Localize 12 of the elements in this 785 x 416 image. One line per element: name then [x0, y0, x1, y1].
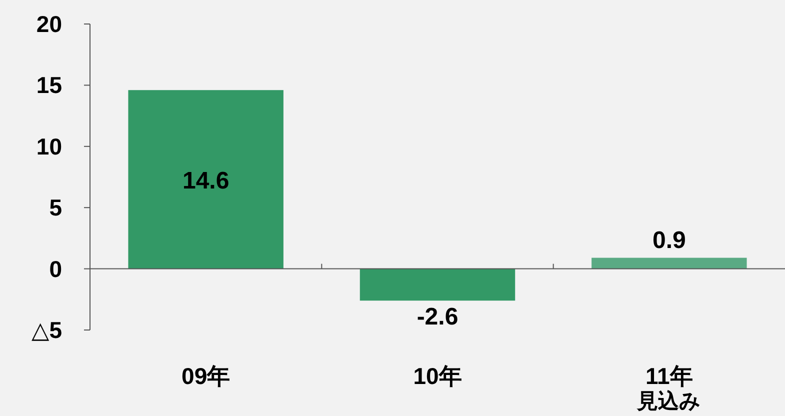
- y-tick-label: 15: [36, 72, 62, 98]
- x-tick-label: 11年見込み: [636, 363, 702, 413]
- y-tick-label: △5: [32, 317, 62, 343]
- x-tick-label: 09年: [182, 363, 230, 389]
- x-tick-label: 10年: [413, 363, 462, 389]
- data-label: 0.9: [652, 226, 686, 254]
- data-label: 14.6: [182, 167, 230, 194]
- y-tick-label: 0: [49, 256, 62, 282]
- data-label: -2.6: [416, 304, 458, 331]
- y-tick-label: 5: [49, 194, 62, 221]
- y-tick-label: 10: [36, 133, 62, 160]
- y-tick-label: 20: [36, 11, 62, 37]
